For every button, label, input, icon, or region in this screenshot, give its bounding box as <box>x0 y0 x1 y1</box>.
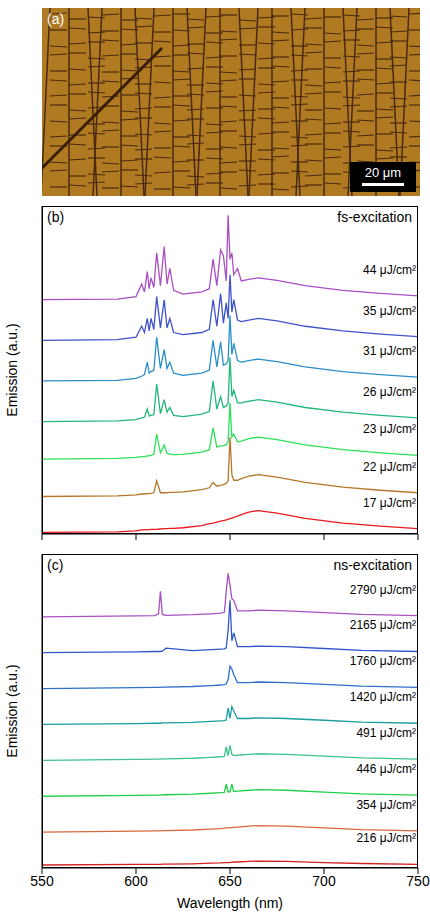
svg-text:446 μJ/cm²: 446 μJ/cm² <box>356 762 416 776</box>
html-text:fs-excitation: fs-excitation <box>337 209 412 225</box>
svg-text:2165 μJ/cm²: 2165 μJ/cm² <box>350 618 416 632</box>
svg-text:650: 650 <box>218 873 242 889</box>
svg-text:700: 700 <box>312 873 336 889</box>
svg-text:(a): (a) <box>47 11 64 27</box>
svg-text:20 μm: 20 μm <box>365 165 401 180</box>
svg-text:354 μJ/cm²: 354 μJ/cm² <box>356 798 416 812</box>
svg-text:491 μJ/cm²: 491 μJ/cm² <box>356 726 416 740</box>
svg-text:17 μJ/cm²: 17 μJ/cm² <box>363 496 416 510</box>
svg-text:35 μJ/cm²: 35 μJ/cm² <box>363 304 416 318</box>
html-text:ns-excitation: ns-excitation <box>333 557 412 573</box>
svg-text:Emission (a.u.): Emission (a.u.) <box>4 664 20 757</box>
svg-text:26 μJ/cm²: 26 μJ/cm² <box>363 385 416 399</box>
svg-text:Wavelength (nm): Wavelength (nm) <box>177 895 283 911</box>
svg-text:1760 μJ/cm²: 1760 μJ/cm² <box>350 654 416 668</box>
svg-text:31 μJ/cm²: 31 μJ/cm² <box>363 344 416 358</box>
svg-text:750: 750 <box>406 873 430 889</box>
svg-text:2790 μJ/cm²: 2790 μJ/cm² <box>350 583 416 597</box>
svg-text:216 μJ/cm²: 216 μJ/cm² <box>356 831 416 845</box>
svg-text:22 μJ/cm²: 22 μJ/cm² <box>363 460 416 474</box>
svg-text:600: 600 <box>124 873 148 889</box>
html-text:(c): (c) <box>47 557 64 573</box>
html-text:(b): (b) <box>47 209 65 225</box>
svg-text:Emission (a.u.): Emission (a.u.) <box>4 323 20 416</box>
svg-text:550: 550 <box>30 873 54 889</box>
svg-text:44 μJ/cm²: 44 μJ/cm² <box>363 263 416 277</box>
svg-text:1420 μJ/cm²: 1420 μJ/cm² <box>350 690 416 704</box>
svg-text:23 μJ/cm²: 23 μJ/cm² <box>363 422 416 436</box>
